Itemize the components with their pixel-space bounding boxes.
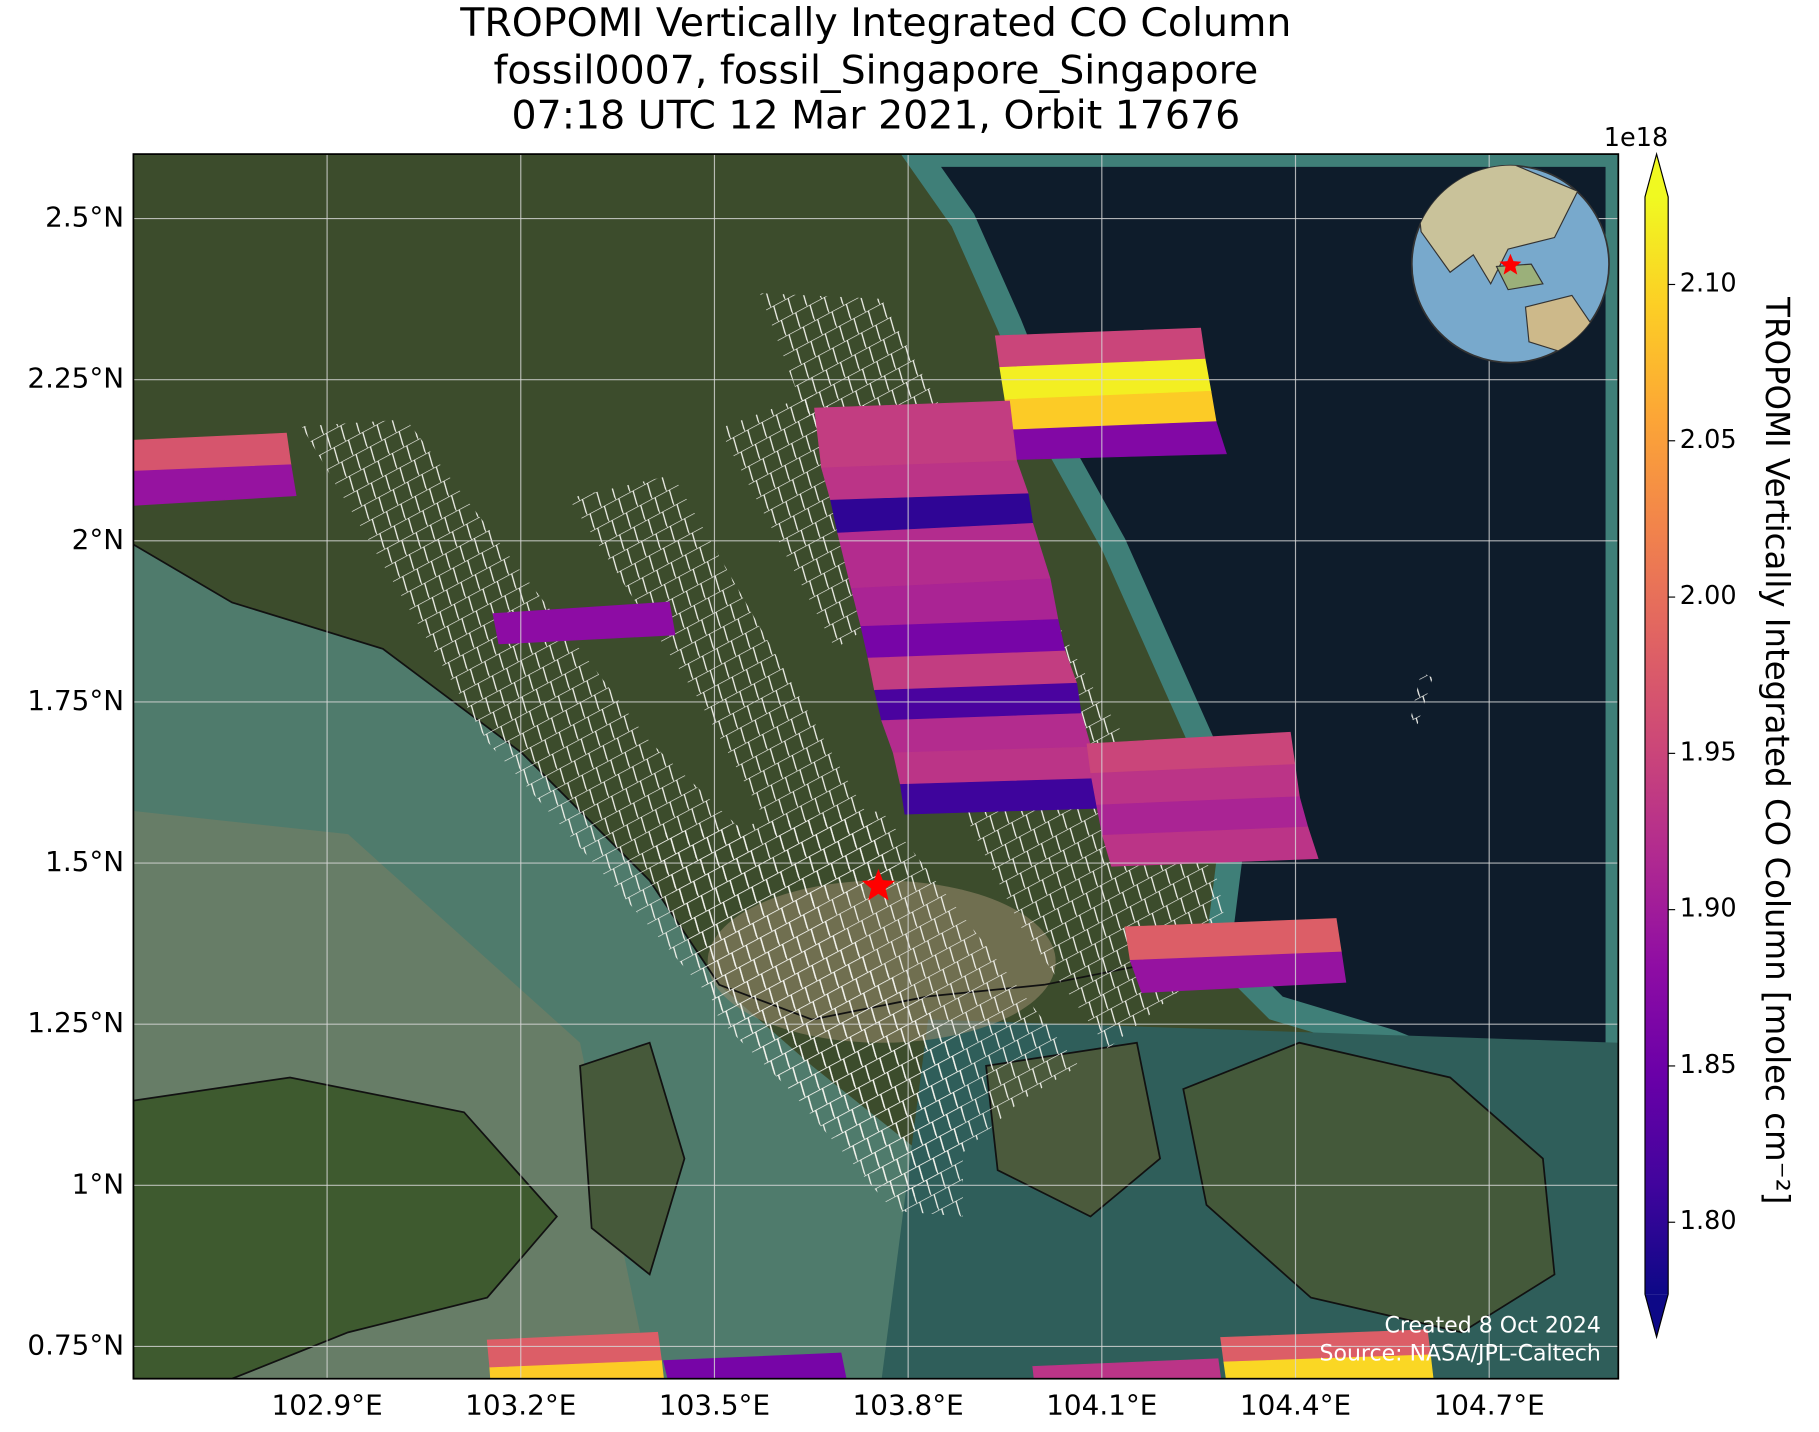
co-pixel bbox=[881, 713, 1092, 754]
co-pixel bbox=[663, 1352, 847, 1379]
credit-text: Source: NASA/JPL-Caltech bbox=[1319, 1341, 1600, 1366]
y-tick-label: 2.5°N bbox=[45, 201, 124, 234]
colorbar-tick-label: 2.00 bbox=[1680, 581, 1737, 611]
co-pixel bbox=[1223, 1354, 1434, 1379]
colorbar-frame bbox=[1644, 151, 1669, 1340]
swath-outline bbox=[649, 811, 1079, 1205]
y-tick-label: 1.25°N bbox=[27, 1006, 124, 1039]
x-tick-label: 103.8°E bbox=[853, 1389, 964, 1422]
x-tick-label: 103.2°E bbox=[465, 1389, 576, 1422]
y-tick-label: 2.25°N bbox=[27, 362, 124, 395]
colorbar-tick-label: 1.80 bbox=[1680, 1206, 1737, 1236]
co-pixel bbox=[899, 778, 1098, 815]
co-pixel bbox=[837, 523, 1051, 589]
x-tick-label: 104.4°E bbox=[1240, 1389, 1351, 1422]
colorbar-tick-label: 1.85 bbox=[1680, 1050, 1737, 1080]
co-pixel bbox=[489, 1360, 664, 1379]
island bbox=[133, 1076, 558, 1379]
y-tick-label: 0.75°N bbox=[27, 1328, 124, 1361]
co-pixel bbox=[814, 400, 1017, 469]
x-tick-label: 103.5°E bbox=[659, 1389, 770, 1422]
colorbar-label: TROPOMI Vertically Integrated CO Column … bbox=[1758, 296, 1796, 1204]
colorbar-tick-label: 1.95 bbox=[1680, 737, 1737, 767]
swath-outline bbox=[568, 475, 905, 904]
x-tick-label: 104.1°E bbox=[1046, 1389, 1157, 1422]
co-pixel bbox=[1032, 1358, 1222, 1379]
y-tick-label: 1°N bbox=[72, 1167, 124, 1200]
co-pixel bbox=[1102, 826, 1319, 867]
basemap bbox=[133, 154, 1619, 1379]
credit-text: Created 8 Oct 2024 bbox=[1385, 1314, 1601, 1339]
y-tick-label: 1.5°N bbox=[45, 845, 124, 878]
colorbar-offset: 1e18 bbox=[1604, 123, 1668, 153]
colorbar-extend-max bbox=[1644, 154, 1669, 197]
x-tick-label: 104.7°E bbox=[1434, 1389, 1545, 1422]
colorbar-tick-label: 1.90 bbox=[1680, 894, 1737, 924]
island bbox=[579, 1041, 686, 1276]
inset-globe bbox=[1410, 164, 1610, 364]
colorbar-tick-label: 2.10 bbox=[1680, 268, 1737, 298]
swath-outline bbox=[1410, 671, 1433, 725]
colorbar-gradient bbox=[1644, 196, 1669, 1295]
co-pixel bbox=[821, 460, 1029, 501]
y-tick-label: 2°N bbox=[72, 523, 124, 556]
y-tick-label: 1.75°N bbox=[27, 684, 124, 717]
title-line: TROPOMI Vertically Integrated CO Column bbox=[459, 0, 1291, 46]
island bbox=[1182, 1041, 1556, 1334]
target-marker bbox=[861, 868, 895, 901]
co-pixel bbox=[133, 464, 297, 506]
colorbar-extend-min bbox=[1644, 1294, 1669, 1337]
x-tick-label: 102.9°E bbox=[272, 1389, 383, 1422]
globe-marker bbox=[1499, 253, 1522, 275]
plot-frame bbox=[132, 153, 1620, 1380]
co-pixel bbox=[1129, 951, 1347, 993]
co-pixels bbox=[133, 327, 1434, 1379]
colorbar: 1.80 1.85 1.90 1.95 2.00 2.05 2.10 1e18 TROPOMI … bbox=[1604, 123, 1796, 1340]
title-line: fossil0007, fossil_Singapore_Singapore bbox=[493, 48, 1258, 94]
co-pixel bbox=[892, 746, 1098, 785]
title-line: 07:18 UTC 12 Mar 2021, Orbit 17676 bbox=[512, 93, 1241, 139]
co-pixel bbox=[492, 601, 676, 645]
colorbar-tick-label: 2.05 bbox=[1680, 425, 1737, 455]
